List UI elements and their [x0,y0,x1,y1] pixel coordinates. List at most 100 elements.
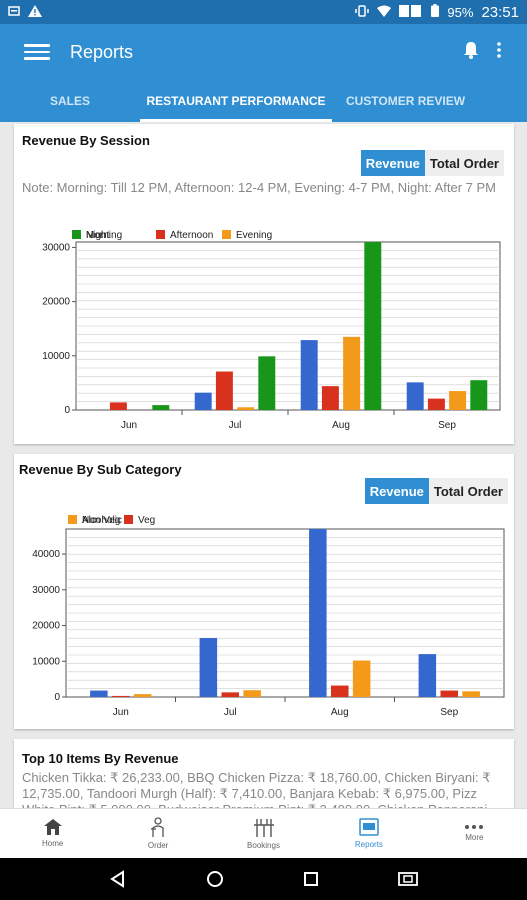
x-tick-label: Jun [113,707,129,718]
session-note: Note: Morning: Till 12 PM, Afternoon: 12… [22,180,496,195]
bar [449,391,467,410]
system-nav-bar [0,858,527,900]
bar [109,402,127,410]
overflow-menu-icon[interactable] [497,41,501,63]
legend-label: Afternoon [170,230,213,241]
bar [418,654,437,697]
legend-swatch [68,515,77,524]
bar [194,392,212,410]
bar [462,691,480,697]
waiter-icon [151,817,164,837]
y-tick-label: 10000 [42,351,70,362]
x-tick-label: Aug [331,707,349,718]
total-order-button[interactable]: Total Order [428,478,508,504]
battery-percent: 95% [447,4,474,20]
report-icon [359,818,379,836]
home-icon [43,819,62,835]
bar [152,405,170,410]
wifi-icon [377,5,392,20]
revenue-order-toggle: Revenue Total Order [360,150,504,176]
bell-icon[interactable] [463,41,479,64]
menu-icon[interactable] [24,44,50,60]
legend-label: Morning [86,230,122,241]
screenshot-icon[interactable] [397,871,418,887]
card-title: Revenue By Sub Category [19,462,182,477]
total-order-button[interactable]: Total Order [424,150,504,176]
battery-icon [431,4,440,20]
y-tick-label: 0 [64,405,70,416]
nav-order[interactable]: Order [105,809,210,858]
bar [237,407,255,410]
subcategory-bar-chart: Non Veg Veg Alcoholic 0 10000 20000 30000 40000… [32,515,505,718]
legend-swatch [124,515,133,524]
app-bar: Reports [0,24,527,80]
x-tick-label: Jun [121,420,137,431]
tab-sales[interactable]: SALES [49,94,90,108]
bar [406,382,424,410]
bar [470,380,488,410]
nav-label: Reports [354,840,383,849]
back-icon[interactable] [109,870,127,888]
bar [364,242,382,410]
nav-label: More [465,833,484,842]
session-bar-chart: Morning Afternoon Evening Night 0 10000 20000 3… [42,230,501,431]
bar [111,695,130,697]
tab-customer-review[interactable]: CUSTOMER REVIEW [345,94,466,108]
nav-more[interactable]: More [422,809,527,858]
nav-label: Home [42,839,64,848]
top-items-list: Chicken Tikka: ₹ 26,233.00, BBQ Chicken … [22,770,491,808]
tab-restaurant-performance[interactable]: RESTAURANT PERFORMANCE [140,80,332,122]
warning-icon [28,4,42,20]
bar [243,690,261,697]
tab-bar: SALES RESTAURANT PERFORMANCE CUSTOMER RE… [0,80,527,122]
bar [133,694,152,697]
status-bar: 95% 23:51 [0,0,527,24]
nav-home[interactable]: Home [0,809,105,858]
recents-icon[interactable] [303,871,319,887]
x-tick-label: Jul [229,420,242,431]
y-tick-label: 10000 [32,656,60,667]
more-icon [465,825,484,829]
legend-label: Night [86,230,110,241]
home-button-icon[interactable] [206,870,224,888]
nav-bookings[interactable]: Bookings [211,809,316,858]
legend-swatch [72,230,81,239]
bar [199,638,218,697]
x-tick-label: Sep [440,707,458,718]
bar [343,336,361,410]
bar [258,356,276,410]
revenue-by-session-card: Revenue By Session Revenue Total Order N… [14,124,514,444]
y-tick-label: 30000 [42,242,70,253]
table-icon [253,819,274,837]
vibrate-icon [355,4,370,20]
bar [330,685,349,697]
legend-swatch [156,230,165,239]
legend-swatch [222,230,231,239]
page-title: Reports [70,41,134,62]
bar [300,340,318,410]
legend-label: Non Veg [82,515,120,526]
bar [221,692,240,697]
bar [321,386,339,410]
x-tick-label: Jul [224,707,237,718]
nav-label: Order [147,841,169,850]
revenue-button[interactable]: Revenue [364,478,429,504]
notification-icon [8,5,20,20]
y-tick-label: 40000 [32,549,60,560]
signal-icon [399,4,423,20]
nav-label: Bookings [247,841,280,850]
y-tick-label: 20000 [32,621,60,632]
report-content[interactable]: Revenue By Session Revenue Total Order N… [0,122,527,808]
y-tick-label: 30000 [32,585,60,596]
card-title: Top 10 Items By Revenue [22,751,179,766]
revenue-button[interactable]: Revenue [360,150,425,176]
legend-label: Evening [236,230,272,241]
bar [427,398,445,410]
bar [309,529,327,697]
bar [90,690,108,697]
nav-reports[interactable]: Reports [316,809,421,858]
x-tick-label: Aug [332,420,350,431]
bottom-nav: Home Order Bookings Reports More [0,808,527,858]
card-title: Revenue By Session [22,133,150,148]
y-tick-label: 0 [54,692,60,703]
